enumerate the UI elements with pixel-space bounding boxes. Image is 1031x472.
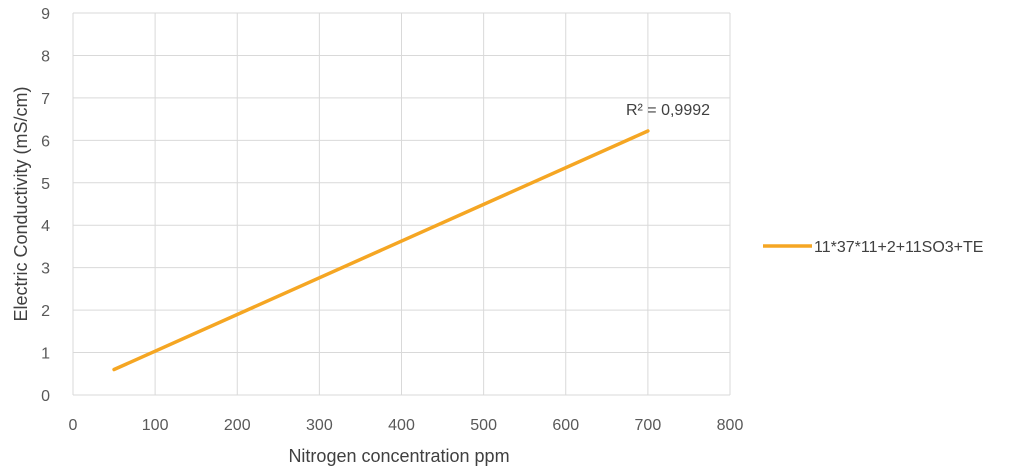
- y-tick-label: 7: [41, 91, 50, 108]
- grid: [72, 12, 731, 396]
- y-tick-label: 9: [41, 6, 50, 23]
- x-tick-label: 500: [470, 417, 497, 434]
- series-line: [112, 129, 650, 372]
- y-tick-label: 2: [41, 303, 50, 320]
- y-tick-label: 4: [41, 218, 50, 235]
- y-tick-label: 8: [41, 48, 50, 65]
- y-tick-label: 6: [41, 133, 50, 150]
- legend: 11*37*11+2+11SO3+TE: [763, 239, 983, 256]
- y-tick-label: 1: [41, 346, 50, 363]
- series-layer: [112, 129, 650, 372]
- y-tick-label: 0: [41, 388, 50, 405]
- x-tick-label: 200: [224, 417, 251, 434]
- x-tick-label: 600: [552, 417, 579, 434]
- legend-label: 11*37*11+2+11SO3+TE: [814, 239, 983, 256]
- y-axis-title: Electric Conductivity (mS/cm): [11, 86, 31, 321]
- x-tick-label: 100: [142, 417, 169, 434]
- x-tick-label: 400: [388, 417, 415, 434]
- y-tick-label: 3: [41, 261, 50, 278]
- x-axis-title: Nitrogen concentration ppm: [288, 446, 509, 466]
- y-tick-labels: 0 1 2 3 4 5 6 7 8 9: [41, 6, 50, 405]
- x-tick-label: 700: [635, 417, 662, 434]
- x-tick-label: 0: [69, 417, 78, 434]
- y-tick-label: 5: [41, 176, 50, 193]
- r-squared-annotation: R² = 0,9992: [626, 102, 710, 119]
- x-tick-label: 300: [306, 417, 333, 434]
- x-tick-labels: 0 100 200 300 400 500 600 700 800: [69, 417, 744, 434]
- x-tick-label: 800: [717, 417, 744, 434]
